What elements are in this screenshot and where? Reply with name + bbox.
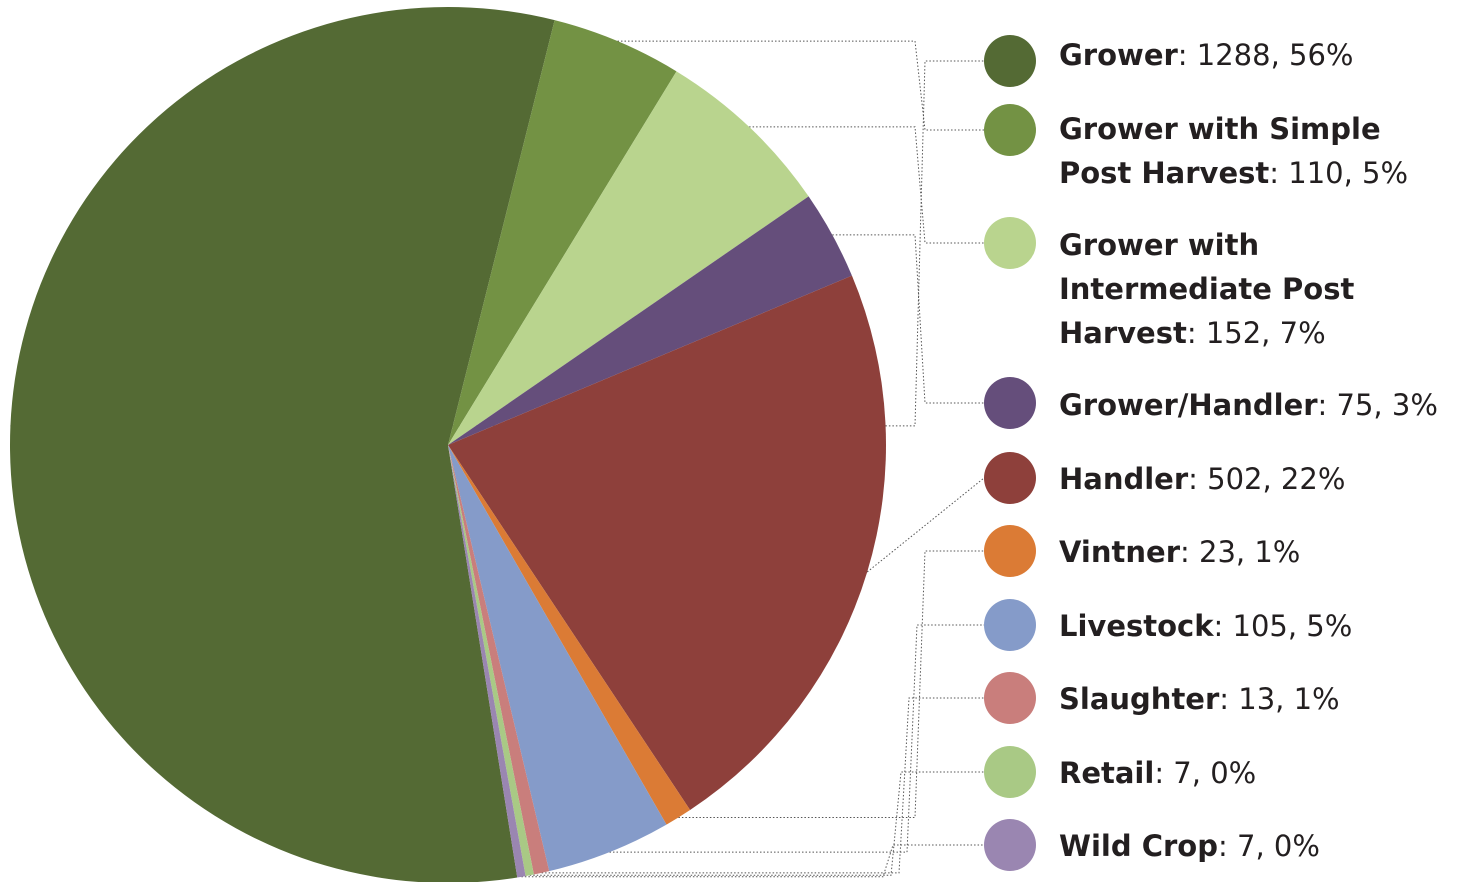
- legend-label: Livestock: 105, 5%: [1059, 604, 1459, 648]
- legend-value: : 1288, 56%: [1177, 38, 1354, 72]
- legend-swatch: [984, 35, 1036, 87]
- legend-category: Grower with Simple Post Harvest: [1059, 112, 1381, 190]
- legend-category: Grower: [1059, 38, 1178, 72]
- legend-swatch: [984, 525, 1036, 577]
- pie-slice-slaughter: [448, 445, 550, 875]
- legend-label: Vintner: 23, 1%: [1059, 530, 1459, 574]
- pie-slice-grower: [10, 7, 555, 882]
- legend-value: : 13, 1%: [1219, 682, 1340, 716]
- legend-label: Retail: 7, 0%: [1059, 751, 1459, 795]
- legend-swatch: [984, 217, 1036, 269]
- legend-swatch: [984, 746, 1036, 798]
- pie-slice-vintner: [448, 445, 691, 825]
- legend-value: : 75, 3%: [1317, 388, 1438, 422]
- legend-category: Vintner: [1059, 535, 1180, 569]
- legend-category: Grower/Handler: [1059, 388, 1318, 422]
- legend-swatch: [984, 104, 1036, 156]
- pie-slice-grower-with-simple-post-harvest: [448, 20, 677, 446]
- leader-line-retail: [529, 771, 984, 876]
- legend-label: Wild Crop: 7, 0%: [1059, 824, 1459, 868]
- legend-label: Grower/Handler: 75, 3%: [1059, 383, 1459, 427]
- legend-swatch: [984, 377, 1036, 429]
- legend-label: Handler: 502, 22%: [1059, 457, 1459, 501]
- legend-value: : 23, 1%: [1180, 535, 1301, 569]
- leader-line-wild-crop: [521, 844, 984, 878]
- leader-line-handler: [866, 477, 985, 573]
- legend-category: Retail: [1059, 756, 1155, 790]
- legend-category: Wild Crop: [1059, 829, 1218, 863]
- pie-slice-grower-with-intermediate-post-harvest: [448, 71, 809, 445]
- pie-slices: [10, 7, 887, 882]
- pie-slice-livestock: [448, 445, 667, 872]
- legend-label: Grower with Simple Post Harvest: 110, 5%: [1059, 107, 1459, 195]
- legend-value: : 502, 22%: [1188, 462, 1346, 496]
- legend-category: Slaughter: [1059, 682, 1220, 716]
- leader-line-grower-handler: [832, 234, 984, 404]
- legend-value: : 7, 0%: [1218, 829, 1320, 863]
- legend-swatch: [984, 672, 1036, 724]
- legend-category: Grower with Intermediate Post Harvest: [1059, 228, 1355, 350]
- legend-category: Handler: [1059, 462, 1189, 496]
- legend-value: : 110, 5%: [1269, 156, 1409, 190]
- legend-swatch: [984, 599, 1036, 651]
- legend-value: : 7, 0%: [1154, 756, 1257, 790]
- leader-line-vintner: [678, 550, 984, 818]
- legend-value: : 152, 7%: [1186, 316, 1326, 350]
- legend-value: : 105, 5%: [1213, 609, 1353, 643]
- legend-label: Grower: 1288, 56%: [1059, 33, 1459, 77]
- legend-category: Livestock: [1059, 609, 1214, 643]
- legend-label: Grower with Intermediate Post Harvest: 1…: [1059, 223, 1359, 355]
- legend-swatch: [984, 819, 1036, 871]
- leader-line-slaughter: [541, 697, 984, 874]
- legend-label: Slaughter: 13, 1%: [1059, 677, 1459, 721]
- pie-slice-retail: [448, 445, 534, 877]
- pie-slice-grower-handler: [448, 196, 852, 445]
- pie-slice-handler: [448, 275, 887, 811]
- pie-slice-wild-crop: [448, 445, 526, 878]
- legend-swatch: [984, 452, 1036, 504]
- leader-line-grower-with-intermediate-post-harvest: [749, 126, 984, 244]
